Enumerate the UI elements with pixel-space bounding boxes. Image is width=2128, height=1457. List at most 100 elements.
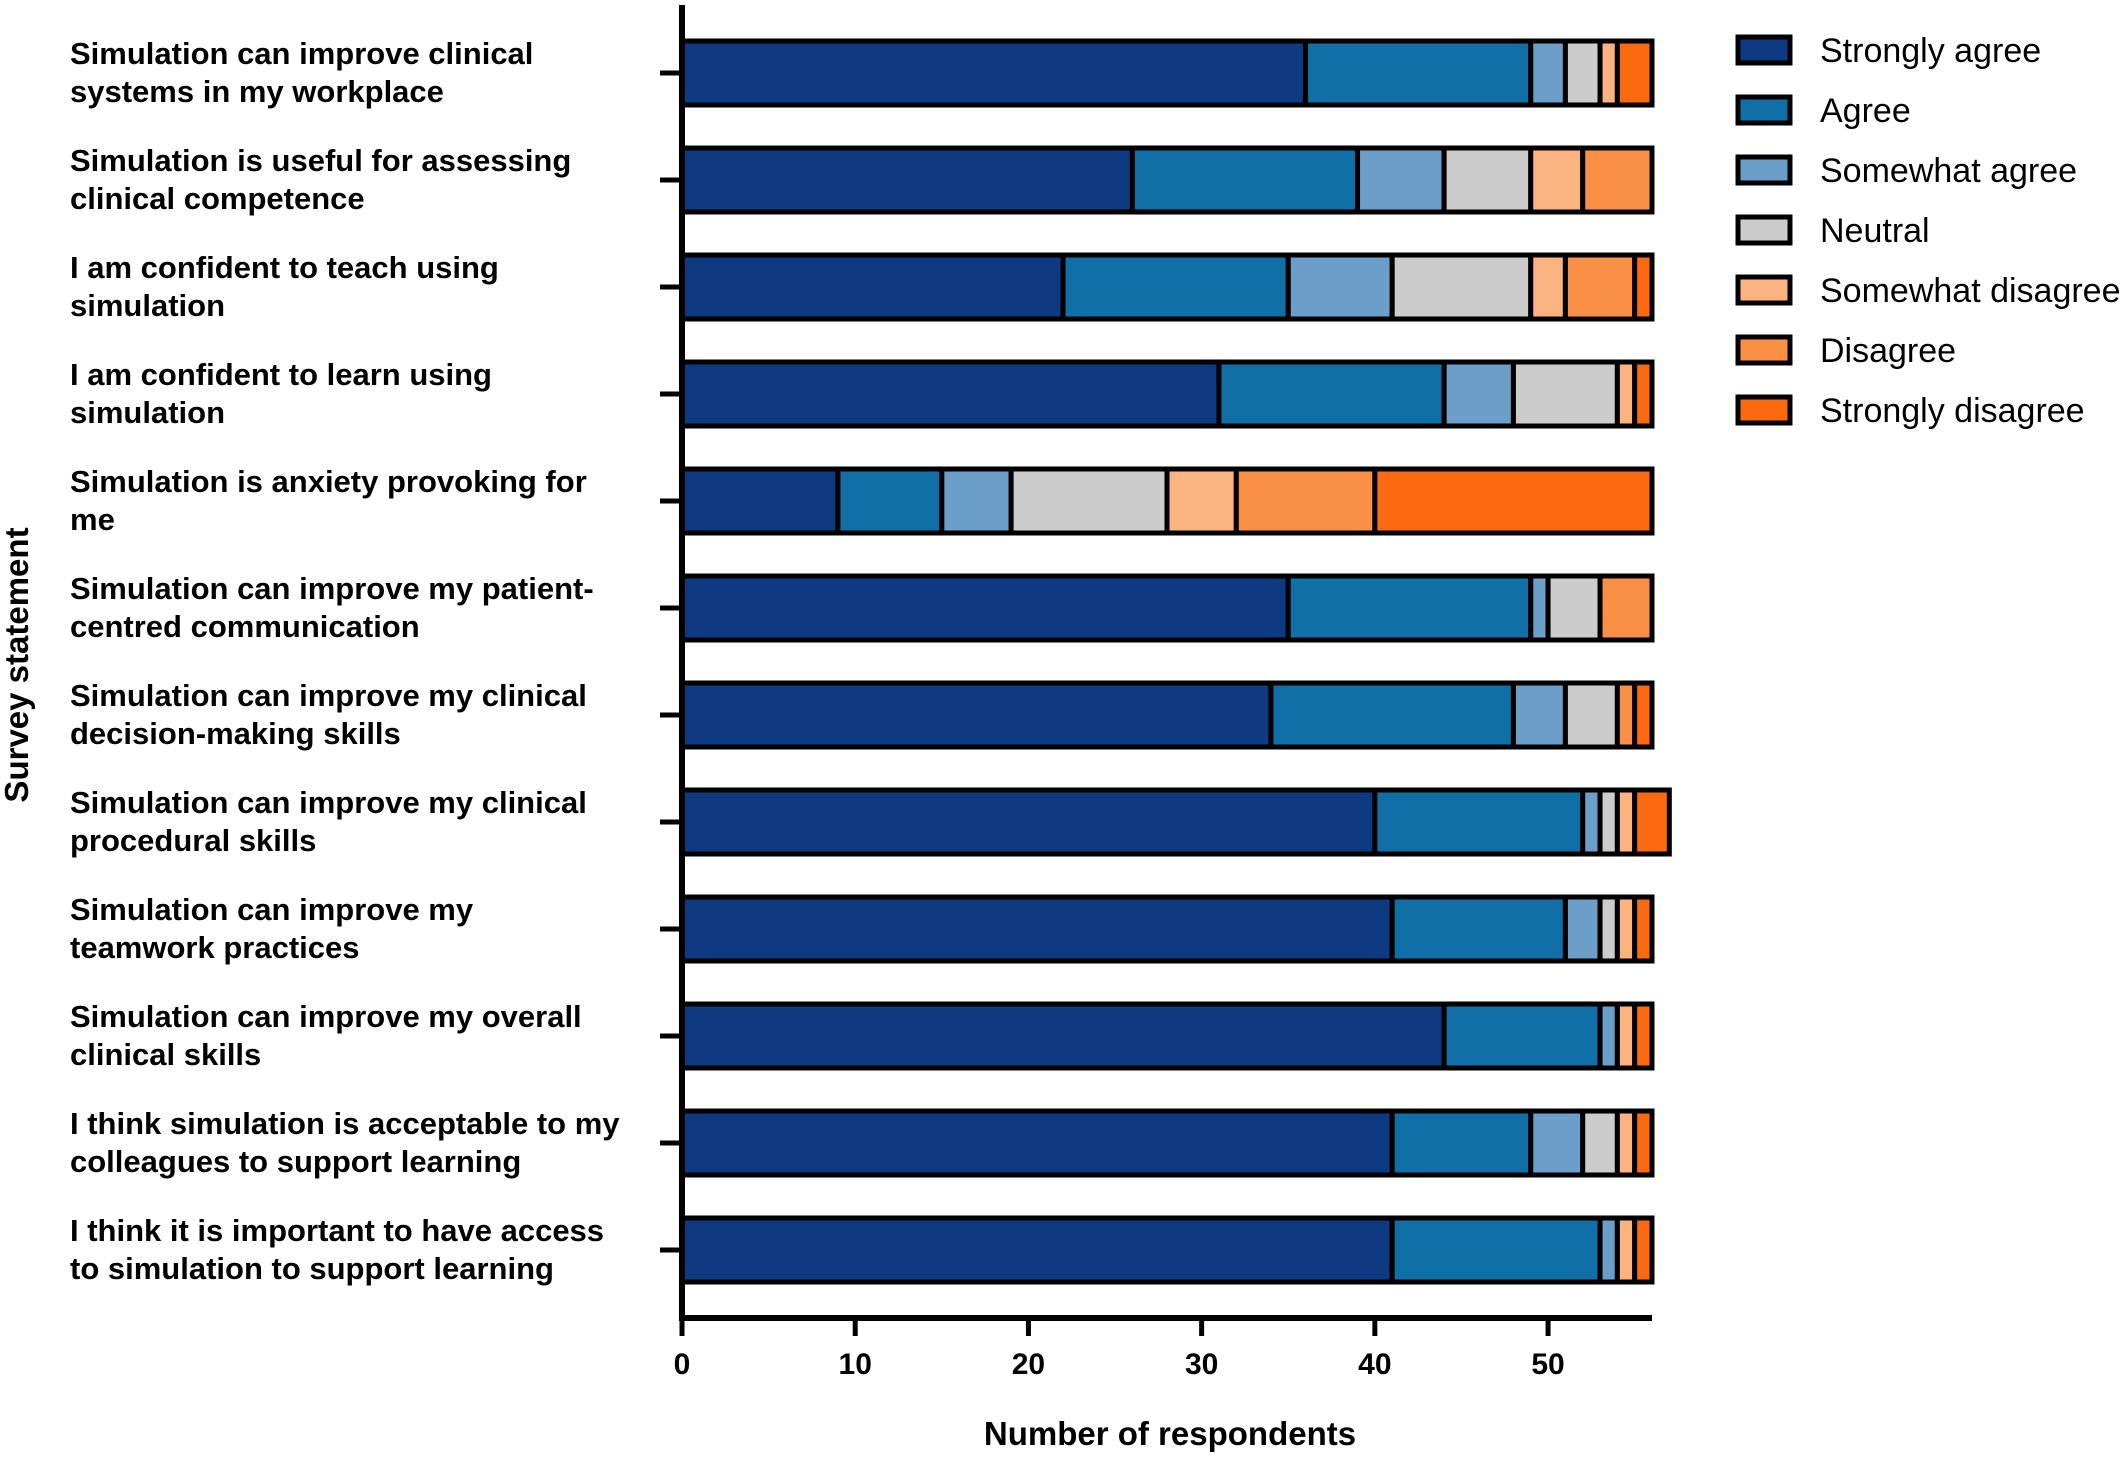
category-label-line: Simulation can improve my clinical — [70, 678, 587, 713]
bar-segment-agree-row-4 — [1216, 359, 1447, 429]
bar-segment-strongly-agree-row-2 — [679, 145, 1135, 215]
bar-segment-somewhat-disagree-row-4 — [1614, 359, 1638, 429]
bar-segment-strongly-agree-row-5 — [679, 466, 841, 536]
bar-segment-somewhat-disagree-row-10 — [1614, 1001, 1638, 1071]
legend-swatch-somewhat-disagree — [1735, 274, 1793, 306]
bar-segment-disagree-row-6 — [1597, 573, 1655, 643]
category-label-line: procedural skills — [70, 823, 316, 858]
bar-segment-strongly-disagree-row-7 — [1632, 680, 1655, 750]
x-tick-label-10: 10 — [839, 1348, 872, 1381]
category-label-line: I think it is important to have access — [70, 1213, 604, 1248]
bar-segment-strongly-disagree-row-9 — [1632, 894, 1655, 964]
bar-segment-disagree-row-5 — [1233, 466, 1378, 536]
bar-segment-somewhat-agree-row-9 — [1562, 894, 1603, 964]
category-label-2: Simulation is useful for assessing clinic… — [70, 143, 571, 216]
bar-segment-strongly-agree-row-1 — [679, 38, 1309, 108]
bar-segment-neutral-row-4 — [1510, 359, 1620, 429]
category-label-line: decision-making skills — [70, 716, 401, 751]
x-tick-label-40: 40 — [1358, 1348, 1391, 1381]
bar-segment-neutral-row-7 — [1562, 680, 1620, 750]
category-label-line: I am confident to teach using — [70, 250, 499, 285]
category-label-line: Simulation is useful for assessing — [70, 143, 571, 178]
bar-segment-neutral-row-1 — [1562, 38, 1603, 108]
category-label-1: Simulation can improve clinical systems i… — [70, 36, 533, 109]
bar-segment-somewhat-agree-row-11 — [1528, 1108, 1586, 1178]
legend: Strongly agree Agree Somewhat agree Neutral… — [1735, 32, 2121, 430]
bar-segment-agree-row-1 — [1303, 38, 1534, 108]
bar-segment-somewhat-agree-row-4 — [1441, 359, 1516, 429]
legend-label-strongly-disagree: Strongly disagree — [1820, 392, 2085, 430]
bar-segment-strongly-agree-row-11 — [679, 1108, 1395, 1178]
bar-segment-agree-row-11 — [1389, 1108, 1534, 1178]
bar-segment-disagree-row-7 — [1614, 680, 1638, 750]
labels-layer: Simulation can improve clinical systems i… — [70, 36, 1565, 1381]
legend-swatch-strongly-agree — [1735, 34, 1793, 66]
category-label-10: Simulation can improve my overall clinica… — [70, 999, 582, 1072]
bar-segment-disagree-row-3 — [1562, 252, 1638, 322]
bar-segment-somewhat-agree-row-2 — [1355, 145, 1447, 215]
axes-layer — [660, 5, 1652, 1336]
category-label-line: Simulation can improve clinical — [70, 36, 533, 71]
bar-segment-somewhat-disagree-row-1 — [1597, 38, 1620, 108]
legend-label-neutral: Neutral — [1820, 212, 1930, 250]
bar-segment-agree-row-12 — [1389, 1215, 1603, 1285]
bar-segment-strongly-disagree-row-4 — [1632, 359, 1655, 429]
category-label-line: Simulation is anxiety provoking for — [70, 464, 587, 499]
category-label-line: I think simulation is acceptable to my — [70, 1106, 620, 1141]
category-label-7: Simulation can improve my clinical decisi… — [70, 678, 587, 751]
bar-segment-strongly-agree-row-12 — [679, 1215, 1395, 1285]
bar-segment-neutral-row-11 — [1580, 1108, 1620, 1178]
category-label-3: I am confident to teach using simulation — [70, 250, 499, 323]
bar-segment-somewhat-agree-row-1 — [1528, 38, 1568, 108]
bar-segment-strongly-disagree-row-12 — [1632, 1215, 1655, 1285]
bar-segment-strongly-disagree-row-8 — [1632, 787, 1672, 857]
category-label-line: Simulation can improve my patient- — [70, 571, 594, 606]
bar-segment-agree-row-2 — [1129, 145, 1361, 215]
category-label-line: Simulation can improve my — [70, 892, 474, 927]
category-label-9: Simulation can improve my teamwork practi… — [70, 892, 474, 965]
legend-label-agree: Agree — [1820, 92, 1911, 130]
bar-segment-somewhat-disagree-row-9 — [1614, 894, 1638, 964]
bar-segment-somewhat-agree-row-12 — [1597, 1215, 1620, 1285]
bar-segment-somewhat-agree-row-6 — [1528, 573, 1551, 643]
y-axis-title: Survey statement — [0, 527, 35, 802]
bar-segment-strongly-disagree-row-10 — [1632, 1001, 1655, 1071]
bar-segment-strongly-agree-row-7 — [679, 680, 1274, 750]
bar-segment-somewhat-agree-row-5 — [939, 466, 1014, 536]
legend-label-disagree: Disagree — [1820, 332, 1956, 370]
category-label-5: Simulation is anxiety provoking for me — [70, 464, 587, 537]
bars-layer — [679, 38, 1672, 1285]
bar-segment-somewhat-agree-row-3 — [1285, 252, 1395, 322]
bar-segment-agree-row-10 — [1441, 1001, 1603, 1071]
bar-segment-strongly-agree-row-9 — [679, 894, 1395, 964]
bar-segment-strongly-disagree-row-3 — [1632, 252, 1655, 322]
category-label-line: colleagues to support learning — [70, 1144, 521, 1179]
category-label-line: centred communication — [70, 609, 420, 644]
bar-segment-strongly-agree-row-4 — [679, 359, 1222, 429]
bar-segment-agree-row-9 — [1389, 894, 1568, 964]
legend-swatch-strongly-disagree — [1735, 394, 1793, 426]
x-tick-label-20: 20 — [1012, 1348, 1045, 1381]
legend-swatch-somewhat-agree — [1735, 154, 1793, 186]
category-label-line: simulation — [70, 288, 225, 323]
category-label-6: Simulation can improve my patient-centre… — [70, 571, 594, 644]
bar-segment-somewhat-disagree-row-2 — [1528, 145, 1586, 215]
bar-segment-somewhat-agree-row-10 — [1597, 1001, 1620, 1071]
bar-segment-somewhat-disagree-row-8 — [1614, 787, 1638, 857]
bar-segment-neutral-row-3 — [1389, 252, 1534, 322]
category-label-line: Simulation can improve my clinical — [70, 785, 587, 820]
category-label-4: I am confident to learn using simulation — [70, 357, 492, 430]
bar-segment-neutral-row-6 — [1545, 573, 1603, 643]
x-tick-label-0: 0 — [674, 1348, 691, 1381]
category-label-12: I think it is important to have access to… — [70, 1213, 604, 1286]
legend-label-somewhat-disagree: Somewhat disagree — [1820, 272, 2121, 310]
bar-segment-neutral-row-5 — [1008, 466, 1170, 536]
category-label-8: Simulation can improve my clinical proced… — [70, 785, 587, 858]
bar-segment-neutral-row-8 — [1597, 787, 1620, 857]
bar-segment-somewhat-agree-row-7 — [1510, 680, 1568, 750]
category-label-line: teamwork practices — [70, 930, 359, 965]
bar-segment-strongly-agree-row-10 — [679, 1001, 1447, 1071]
bar-segment-agree-row-5 — [835, 466, 945, 536]
legend-swatch-neutral — [1735, 214, 1793, 246]
